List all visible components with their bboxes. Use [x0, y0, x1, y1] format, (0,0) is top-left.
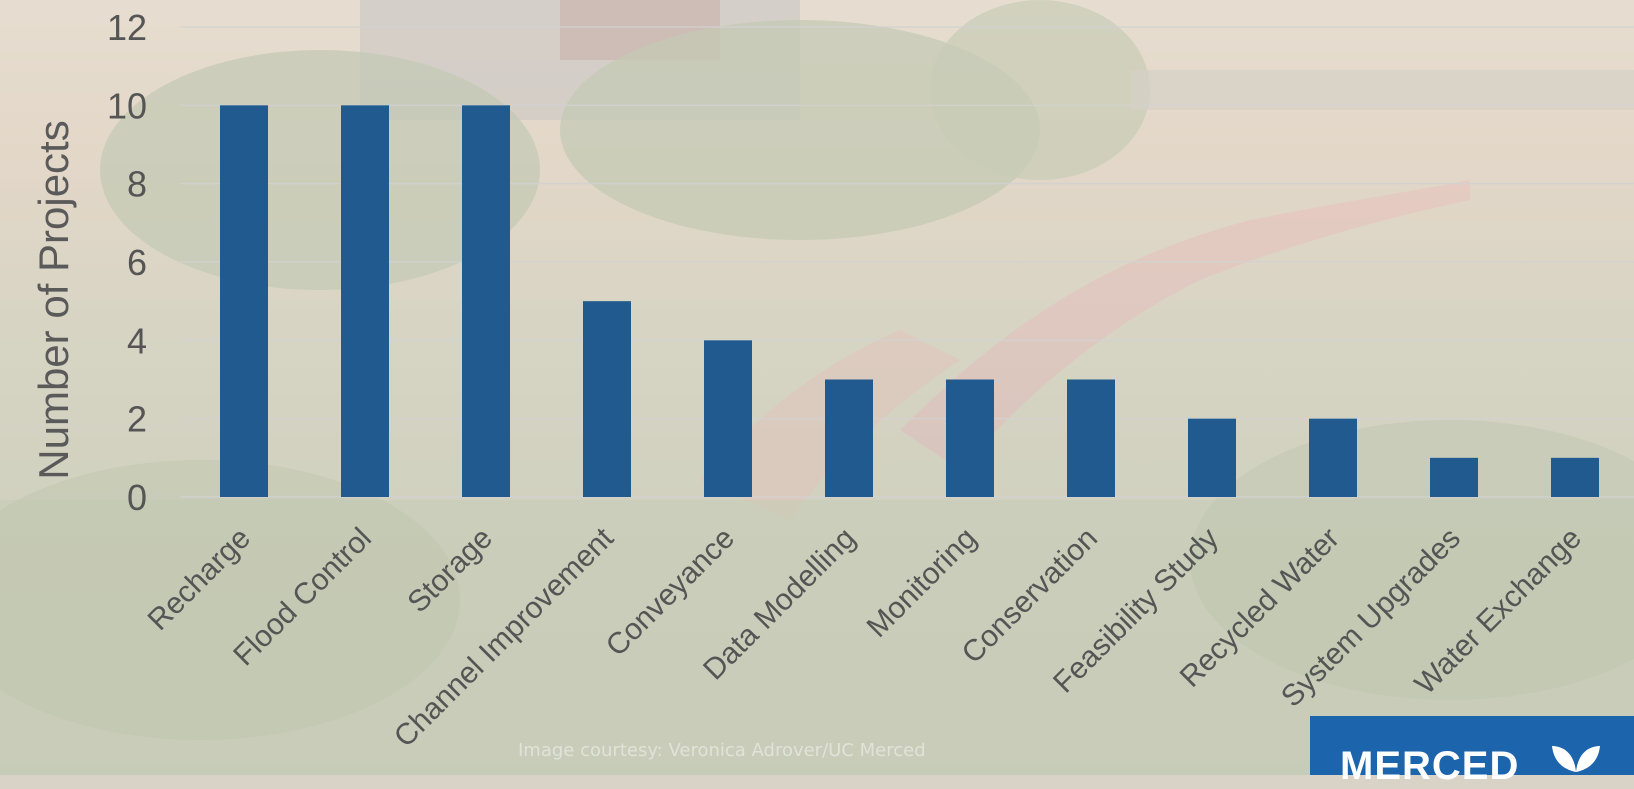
bar-water-exchange: [1551, 457, 1599, 497]
bars: [220, 105, 1599, 497]
bar-storage: [462, 105, 510, 497]
logo-text: MERCED: [1340, 744, 1520, 788]
leaf-icon: [1552, 746, 1600, 772]
x-tick-label: Recharge: [142, 522, 257, 637]
bar-recharge: [220, 105, 268, 497]
bar-data-modelling: [825, 379, 873, 497]
y-tick-label: 12: [107, 7, 147, 48]
y-tick-label: 2: [127, 399, 147, 440]
y-axis-ticks: 0 2 4 6 8 10 12: [107, 7, 147, 518]
y-tick-label: 4: [127, 320, 147, 361]
x-tick-label: Storage: [401, 522, 499, 620]
y-tick-label: 6: [127, 242, 147, 283]
y-tick-label: 0: [127, 477, 147, 518]
y-tick-label: 10: [107, 85, 147, 126]
x-tick-label: Channel Improvement: [388, 521, 621, 754]
y-tick-label: 8: [127, 164, 147, 205]
bar-flood-control: [341, 105, 389, 497]
bar-conservation: [1067, 379, 1115, 497]
bar-feasibility-study: [1188, 418, 1236, 497]
bar-conveyance: [704, 340, 752, 497]
bar-system-upgrades: [1430, 457, 1478, 497]
image-credit: Image courtesy: Veronica Adrover/UC Merc…: [518, 740, 926, 761]
y-axis-title: Number of Projects: [30, 120, 77, 480]
bar-channel-improvement: [583, 301, 631, 497]
bar-monitoring: [946, 379, 994, 497]
gridlines: [180, 26, 1634, 498]
x-tick-label: Monitoring: [861, 522, 983, 644]
bar-recycled-water: [1309, 418, 1357, 497]
